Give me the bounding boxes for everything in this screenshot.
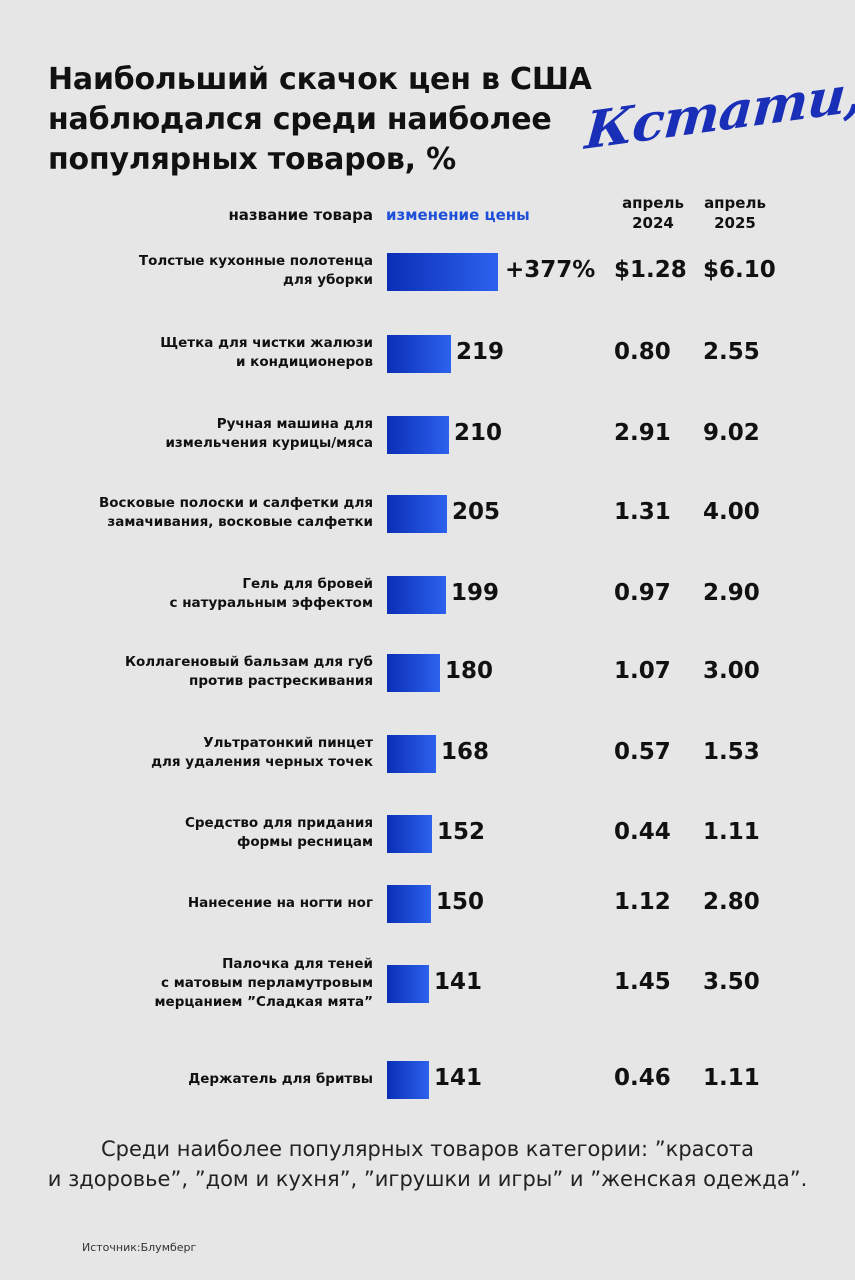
price-change-bar <box>387 495 447 533</box>
price-change-bar <box>387 1061 429 1099</box>
product-name-line: против растрескивания <box>189 673 373 689</box>
price-apr-2024: 0.46 <box>614 1065 671 1091</box>
price-apr-2025: 4.00 <box>703 499 760 525</box>
product-name: Гель для бровей с натуральным эффектом <box>33 575 373 613</box>
price-change-label: 180 <box>445 658 494 684</box>
price-apr-2025: 1.11 <box>703 819 760 845</box>
source-note: Источник:Блумберг <box>82 1241 197 1254</box>
price-change-bar <box>387 735 436 773</box>
chart-title: Наибольший скачок цен в США наблюдался с… <box>48 60 608 180</box>
price-change-label: 141 <box>434 1065 483 1091</box>
product-name: Палочка для теней с матовым перламутровым… <box>33 955 373 1012</box>
title-line-1: Наибольший скачок цен в США <box>48 62 592 97</box>
product-name: Ультратонкий пинцет для удаления черных т… <box>33 734 373 772</box>
product-name: Восковые полоски и салфетки для замачиван… <box>33 494 373 532</box>
price-apr-2024: 0.44 <box>614 819 671 845</box>
price-change-label: 205 <box>452 499 501 525</box>
header-apr-2025-year: 2025 <box>714 214 756 232</box>
price-apr-2024: 1.45 <box>614 969 671 995</box>
price-change-label: 150 <box>436 889 485 915</box>
price-change-bar <box>387 416 449 454</box>
price-change-bar <box>387 654 440 692</box>
price-change-bar <box>387 965 429 1003</box>
title-line-2: наблюдался среди наиболее <box>48 102 552 137</box>
product-name: Щетка для чистки жалюзи и кондиционеров <box>33 334 373 372</box>
product-name-line: Ручная машина для <box>216 416 373 432</box>
header-apr-2024: апрель 2024 <box>608 193 698 233</box>
header-change: изменение цены <box>386 206 530 224</box>
product-name-line: Палочка для теней <box>222 955 373 972</box>
price-apr-2024: 1.12 <box>614 889 671 915</box>
product-name: Нанесение на ногти ног <box>33 894 373 913</box>
product-name-line: Щетка для чистки жалюзи <box>160 335 373 351</box>
price-apr-2025: $6.10 <box>703 257 776 283</box>
footnote: Среди наиболее популярных товаров катего… <box>20 1134 835 1194</box>
product-name-line: Держатель для бритвы <box>188 1070 373 1087</box>
product-name-line: Гель для бровей <box>242 576 373 592</box>
price-apr-2025: 2.90 <box>703 580 760 606</box>
product-name-line: мерцанием ”Сладкая мята” <box>154 993 373 1010</box>
price-change-bar <box>387 253 498 291</box>
price-change-label: +377% <box>505 257 596 283</box>
product-name-line: Восковые полоски и салфетки для <box>98 495 373 511</box>
header-apr-2024-year: 2024 <box>632 214 674 232</box>
price-apr-2024: $1.28 <box>614 257 687 283</box>
price-apr-2024: 0.57 <box>614 739 671 765</box>
footnote-line-1: Среди наиболее популярных товаров катего… <box>100 1137 755 1161</box>
product-name-line: Толстые кухонные полотенца <box>138 253 373 269</box>
header-product: название товара <box>228 206 373 224</box>
product-name: Коллагеновый бальзам для губ против растр… <box>33 653 373 691</box>
price-apr-2025: 3.50 <box>703 969 760 995</box>
product-name-line: и кондиционеров <box>236 354 373 370</box>
title-line-3: популярных товаров, % <box>48 142 456 177</box>
header-apr-2024-month: апрель <box>622 194 684 212</box>
product-name: Ручная машина для измельчения курицы/мяса <box>33 415 373 453</box>
product-name-line: для удаления черных точек <box>151 754 373 770</box>
header-apr-2025: апрель 2025 <box>690 193 780 233</box>
product-name: Держатель для бритвы <box>33 1070 373 1089</box>
price-apr-2025: 2.80 <box>703 889 760 915</box>
product-name: Средство для придания формы ресницам <box>33 814 373 852</box>
price-apr-2025: 9.02 <box>703 420 760 446</box>
product-name-line: для уборки <box>283 272 373 288</box>
product-name-line: с натуральным эффектом <box>169 595 373 611</box>
product-name-line: с матовым перламутровым <box>161 974 373 991</box>
product-name-line: Средство для придания <box>184 815 373 831</box>
price-change-bar <box>387 885 431 923</box>
footnote-line-2: и здоровье”, ”дом и кухня”, ”игрушки и и… <box>47 1167 808 1191</box>
price-apr-2024: 1.07 <box>614 658 671 684</box>
price-apr-2024: 0.97 <box>614 580 671 606</box>
price-apr-2025: 1.53 <box>703 739 760 765</box>
price-apr-2024: 2.91 <box>614 420 671 446</box>
price-apr-2025: 3.00 <box>703 658 760 684</box>
product-name-line: Ультратонкий пинцет <box>203 735 373 751</box>
product-name-line: измельчения курицы/мяса <box>165 435 373 451</box>
price-change-label: 219 <box>456 339 505 365</box>
price-apr-2025: 2.55 <box>703 339 760 365</box>
price-change-label: 152 <box>437 819 486 845</box>
price-change-label: 210 <box>454 420 503 446</box>
product-name-line: формы ресницам <box>236 834 373 850</box>
header-apr-2025-month: апрель <box>704 194 766 212</box>
price-apr-2025: 1.11 <box>703 1065 760 1091</box>
price-change-bar <box>387 815 432 853</box>
product-name-line: Нанесение на ногти ног <box>187 894 373 911</box>
product-name-line: замачивания, восковые салфетки <box>107 514 373 530</box>
price-change-label: 141 <box>434 969 483 995</box>
price-change-bar <box>387 576 446 614</box>
price-change-label: 168 <box>441 739 490 765</box>
product-name-line: Коллагеновый бальзам для губ <box>124 654 373 670</box>
product-name: Толстые кухонные полотенца для уборки <box>33 252 373 290</box>
price-apr-2024: 0.80 <box>614 339 671 365</box>
price-apr-2024: 1.31 <box>614 499 671 525</box>
price-change-label: 199 <box>451 580 500 606</box>
price-change-bar <box>387 335 451 373</box>
chart-rows: Толстые кухонные полотенца для уборки +377… <box>33 252 776 1099</box>
